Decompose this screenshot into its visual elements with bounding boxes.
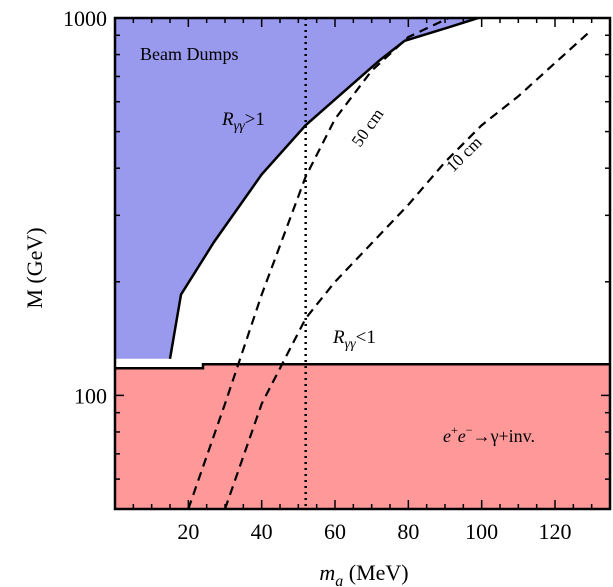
y-tick-label: 100	[74, 383, 107, 408]
curve-10cm	[223, 29, 593, 509]
y-axis-label: M (GeV)	[22, 227, 47, 308]
r-lower-label: Rγγ<1	[332, 327, 376, 352]
ee-gamma-inv-region	[115, 364, 610, 509]
x-tick-label: 20	[177, 519, 199, 544]
y-tick-label: 1000	[63, 6, 107, 31]
x-tick-label: 120	[539, 519, 572, 544]
x-axis-label: ma (MeV)	[319, 560, 408, 587]
beam-dumps-label: Beam Dumps	[140, 44, 239, 64]
curve-50cm-label: 50 cm	[348, 105, 388, 150]
x-tick-label: 100	[465, 519, 498, 544]
plot-area: 20 40 60 80 100 120 100 1000	[63, 6, 612, 544]
plot-frame	[113, 16, 612, 511]
x-tick-label: 40	[251, 519, 273, 544]
beam-dumps-region	[115, 18, 478, 359]
ee-label: e+e−→γ+inv.	[443, 423, 535, 446]
curve-10cm-label: 10 cm	[442, 133, 485, 176]
x-tick-label: 60	[324, 519, 346, 544]
x-tick-label: 80	[397, 519, 419, 544]
r-upper-label: Rγγ>1	[221, 109, 265, 134]
beam-dumps-boundary	[168, 18, 479, 360]
ee-boundary	[115, 362, 610, 370]
